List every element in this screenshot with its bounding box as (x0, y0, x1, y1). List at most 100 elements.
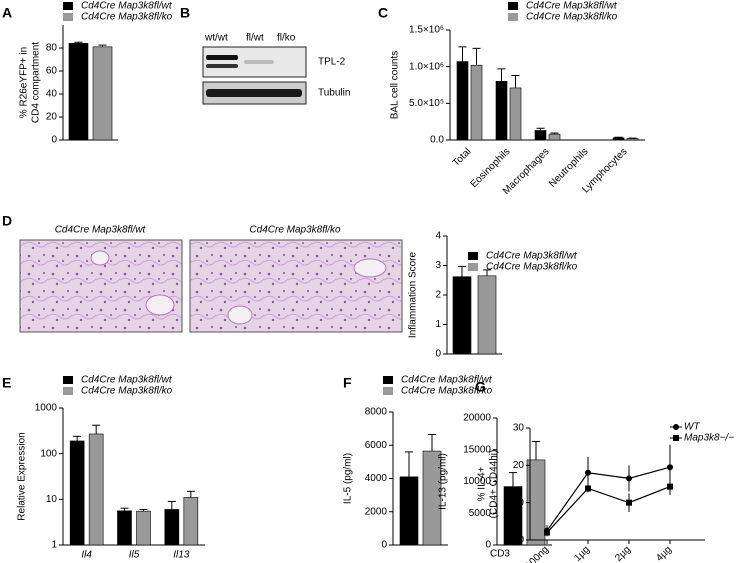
x-tick-label: 1µg (572, 544, 592, 563)
legend-label: Cd4Cre Map3k8fl/ko (81, 12, 173, 23)
legend-label: Cd4Cre Map3k8fl/wt (81, 1, 173, 12)
bar (509, 87, 522, 141)
y-tick-label: 1000 (35, 403, 58, 414)
error-bar (614, 136, 623, 138)
bar (69, 440, 85, 546)
data-point (585, 485, 591, 492)
lane-label: fl/wt (246, 33, 264, 44)
y-tick-label: 20 (513, 460, 525, 471)
bar (164, 509, 180, 546)
y-axis-label: BAL cell counts (390, 51, 401, 120)
blot-band (206, 55, 238, 60)
bar (92, 46, 113, 141)
legend-swatch (468, 252, 478, 260)
panel-letter: F (343, 375, 352, 391)
legend-label: Cd4Cre Map3k8fl/ko (401, 386, 493, 397)
histology-image (145, 294, 175, 316)
error-bar (167, 500, 176, 510)
y-tick-label: 1.5×10⁶ (409, 25, 444, 36)
y-tick-label: 0 (435, 349, 441, 360)
error-bar (98, 44, 107, 47)
legend-swatch (63, 376, 73, 384)
y-tick-label: 0 (485, 540, 491, 551)
x-tick-label: 2µg (613, 544, 633, 563)
x-tick-label: 4µg (654, 544, 674, 563)
x-tick-label: Il13 (173, 550, 190, 561)
error-bar (536, 127, 545, 131)
bar (183, 497, 199, 546)
blot-band (244, 60, 274, 64)
histology-image (189, 239, 403, 333)
y-tick-label: 6000 (365, 440, 388, 451)
bar (68, 43, 89, 141)
legend-marker (673, 424, 679, 430)
y-tick-label: 5000 (469, 508, 492, 519)
error-bar (483, 269, 491, 276)
error-bar (73, 435, 82, 441)
data-point (667, 483, 673, 490)
bar (534, 130, 547, 141)
bar (399, 476, 419, 546)
blot-band (206, 89, 302, 97)
panel-letter: E (2, 375, 11, 391)
error-bar (458, 265, 466, 277)
data-point (544, 529, 550, 536)
y-tick-label: 80 (46, 43, 58, 54)
y-tick-label: 5.0×10⁵ (409, 98, 444, 109)
error-bar (511, 74, 520, 88)
error-bar (405, 451, 413, 477)
image-title: Cd4Cre Map3k8fl/ko (249, 225, 341, 236)
legend-label: Map3k8−/− (684, 433, 734, 444)
bar (117, 510, 132, 546)
bar (612, 137, 625, 141)
y-tick-label: 100 (40, 448, 57, 459)
bar (88, 433, 104, 546)
y-tick-label: 2000 (365, 506, 388, 517)
error-bar (509, 472, 517, 487)
bar (456, 61, 469, 141)
lane-label: wt/wt (204, 33, 228, 44)
line (546, 486, 671, 533)
bar (548, 133, 561, 141)
y-tick-label: 0 (51, 135, 57, 146)
bar (470, 64, 483, 141)
y-axis-label: % IL-4+ (477, 466, 488, 501)
y-tick-label: 10 (46, 494, 58, 505)
y-axis-label: Relative Expression (17, 432, 28, 520)
y-tick-label: 20 (46, 112, 58, 123)
y-tick-label: 1 (435, 319, 441, 330)
legend-swatch (63, 2, 73, 10)
band-label: Tubulin (318, 88, 350, 99)
histology-image (90, 250, 110, 266)
y-axis-label: Inflammation Score (408, 251, 419, 338)
error-bar (120, 507, 129, 511)
legend-marker (673, 435, 679, 441)
y-tick-label: 30 (513, 423, 525, 434)
y-tick-label: 0.0 (430, 135, 444, 146)
x-tick-label: Total (451, 146, 474, 169)
bar (136, 510, 151, 546)
band-label: TPL-2 (318, 57, 346, 68)
y-axis-label: CD4 compartment (31, 42, 42, 123)
legend-swatch (468, 263, 478, 271)
y-tick-label: 15000 (463, 444, 491, 455)
y-tick-label: 4000 (365, 473, 388, 484)
lane-label: fl/ko (277, 33, 296, 44)
legend-swatch (508, 2, 518, 10)
y-axis-label: % R26eYFP+ in (19, 47, 30, 118)
data-point (626, 475, 632, 482)
y-tick-label: 8000 (365, 407, 388, 418)
legend-label: Cd4Cre Map3k8fl/wt (526, 1, 618, 12)
y-tick-label: 1 (51, 540, 57, 551)
x-axis-label: CD3 (490, 549, 510, 560)
error-bar (139, 508, 148, 512)
y-tick-label: 10000 (463, 476, 491, 487)
legend-label: Cd4Cre Map3k8fl/wt (81, 375, 173, 386)
y-tick-label: 2 (435, 290, 441, 301)
legend-label: Cd4Cre Map3k8fl/ko (81, 386, 173, 397)
data-point (585, 469, 591, 476)
legend-swatch (383, 387, 393, 395)
error-bar (497, 68, 506, 82)
panel-letter: G (475, 379, 486, 395)
